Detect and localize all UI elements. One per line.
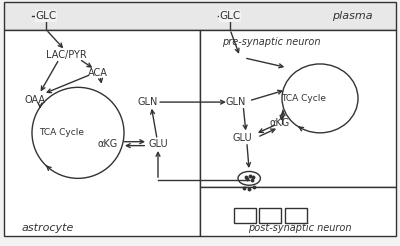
FancyBboxPatch shape	[4, 2, 396, 30]
Text: GLU: GLU	[148, 139, 168, 149]
Text: LAC/PYR: LAC/PYR	[46, 50, 86, 60]
Text: GLC: GLC	[35, 11, 57, 21]
Text: ACA: ACA	[88, 68, 108, 77]
FancyBboxPatch shape	[259, 208, 281, 223]
Text: αKG: αKG	[270, 118, 290, 128]
Text: GLN: GLN	[138, 97, 158, 107]
FancyBboxPatch shape	[200, 30, 396, 187]
FancyBboxPatch shape	[234, 208, 256, 223]
Text: GLN: GLN	[226, 97, 246, 107]
Text: pre-synaptic neuron: pre-synaptic neuron	[222, 37, 320, 47]
Text: TCA Cycle: TCA Cycle	[282, 94, 326, 103]
Text: OAA: OAA	[25, 95, 46, 105]
Text: plasma: plasma	[332, 11, 372, 21]
Text: post-synaptic neuron: post-synaptic neuron	[248, 223, 352, 232]
Text: αKG: αKG	[98, 139, 118, 149]
FancyBboxPatch shape	[4, 30, 200, 236]
Text: astrocyte: astrocyte	[22, 223, 74, 233]
Text: GLC: GLC	[219, 11, 241, 21]
FancyBboxPatch shape	[200, 187, 396, 236]
Text: TCA Cycle: TCA Cycle	[40, 128, 84, 137]
FancyBboxPatch shape	[285, 208, 307, 223]
Text: GLU: GLU	[232, 133, 252, 143]
